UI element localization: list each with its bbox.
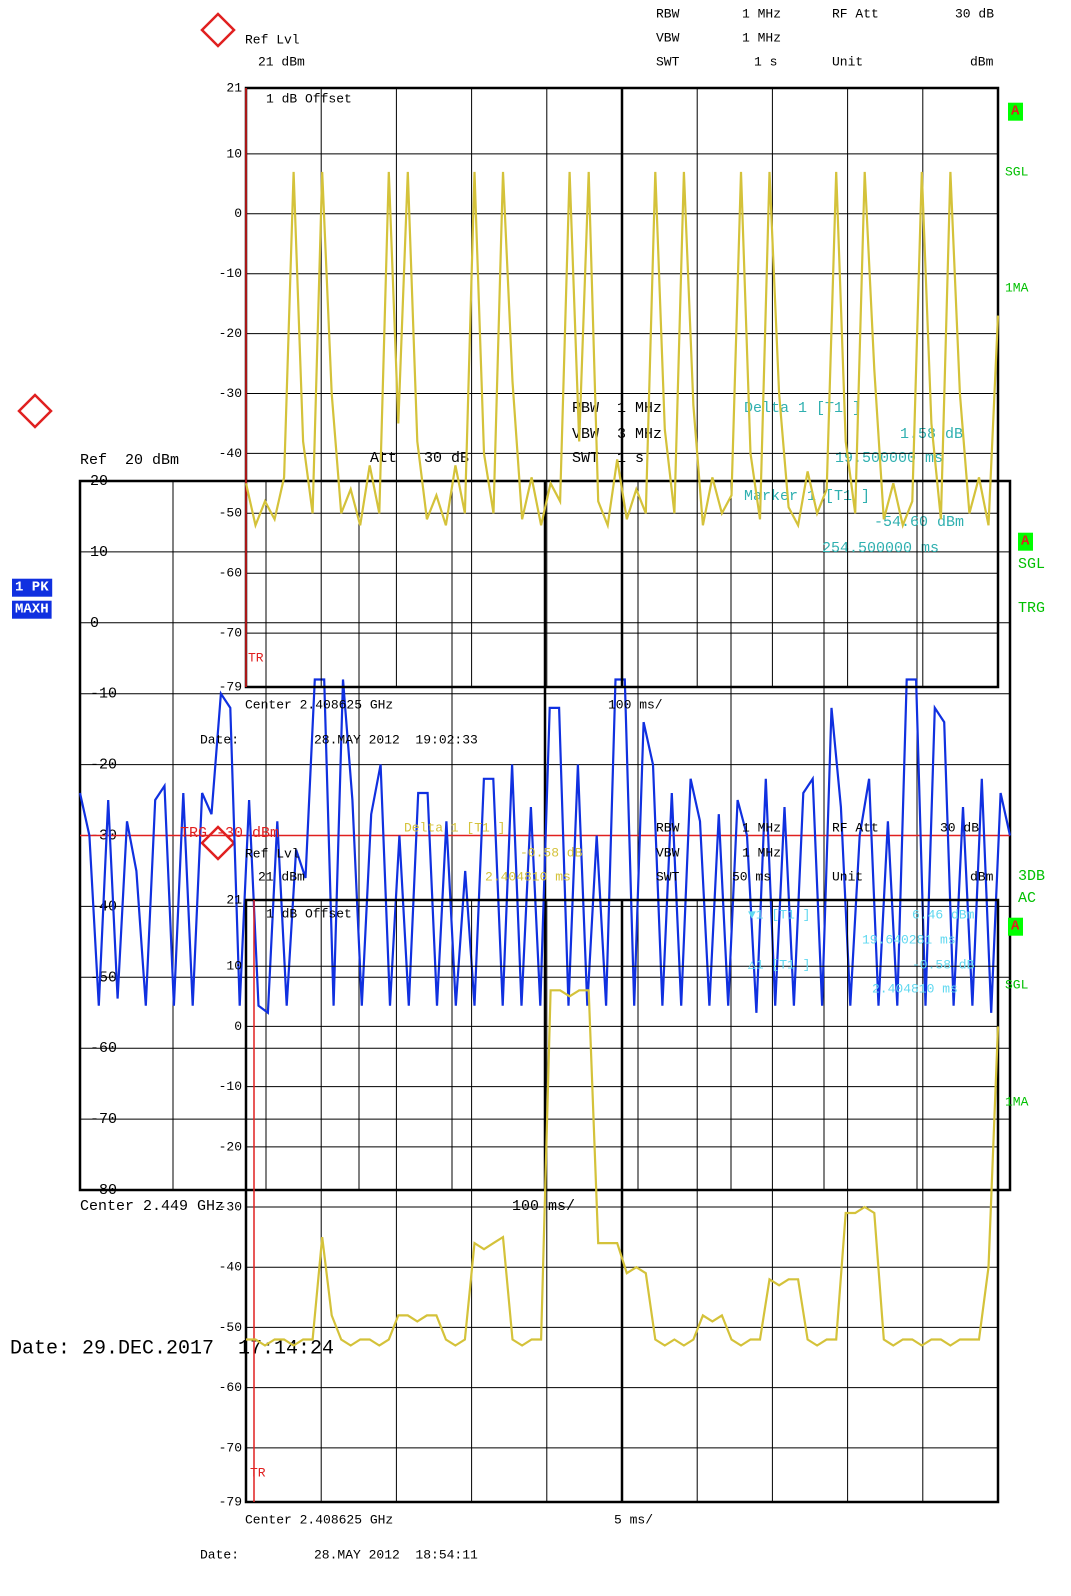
label: SGL [1005,164,1028,179]
status-badge: A [1021,534,1030,550]
label: 21 dBm [258,54,305,69]
label: SGL [1005,977,1028,992]
y-tick-label: -20 [219,326,242,341]
label: SGL [1018,556,1045,573]
y-tick-label: -60 [90,1040,117,1057]
label: △1 [T1 ] [748,957,810,972]
label: 1 MHz [742,820,781,835]
y-tick-label: -10 [90,686,117,703]
y-tick-label: 0 [234,206,242,221]
y-tick-label: 0 [90,615,99,632]
label: SWT 1 s [572,450,644,467]
y-tick-label: -10 [219,266,242,281]
status-badge: A [1011,104,1020,120]
label: 28.MAY 2012 18:54:11 [314,1547,478,1562]
label: Center 2.449 GHz [80,1198,224,1215]
label: Date: [200,1547,239,1562]
y-tick-label: -60 [219,566,242,581]
label: 1 dB Offset [266,91,352,106]
label: 5 ms/ [614,1512,653,1527]
label: RBW [656,820,680,835]
label: 30 dB [955,6,994,21]
label: VBW [656,30,680,45]
label: 19.500000 ms [835,450,943,467]
label: 50 ms [732,869,771,884]
y-tick-label: -40 [219,446,242,461]
label: 1 s [754,54,777,69]
y-tick-label: -79 [219,679,242,694]
label: Unit [832,54,863,69]
label: Ref Lvl [245,32,300,47]
label: Unit [832,869,863,884]
label: 6.46 dBm [912,907,975,922]
label: 21 dBm [258,869,305,884]
label: SWT [656,869,680,884]
label: 1 dB Offset [266,906,352,921]
label: ▼1 [T1 ] [748,907,810,922]
y-tick-label: -70 [219,1440,242,1455]
label: 254.500000 ms [822,540,939,557]
y-tick-label: -50 [219,1320,242,1335]
label: 3DB [1018,868,1045,885]
label: RF Att [832,6,879,21]
label: TRG -30 dBm [180,825,279,842]
label: TR [250,1465,266,1480]
label: 1MA [1005,1094,1029,1109]
label: 19.640281 ms [862,932,956,947]
y-tick-label: -70 [219,626,242,641]
label: Ref 20 dBm [80,452,179,469]
y-tick-label: -30 [219,1199,242,1214]
label: 2.404810 ms [872,981,958,996]
status-badge: 1 PK [15,580,49,596]
y-tick-label: 0 [234,1019,242,1034]
label: 2.404810 ms [485,869,571,884]
y-tick-label: 10 [90,544,108,561]
label: SWT [656,54,680,69]
status-badge: A [1011,919,1020,935]
label: dBm [970,869,994,884]
label: 28.MAY 2012 19:02:33 [314,732,478,747]
label: Ref Lvl [245,846,300,861]
y-tick-label: -79 [219,1494,242,1509]
y-tick-label: -10 [219,1079,242,1094]
label: 30 dB [940,820,979,835]
label: Center 2.408625 GHz [245,697,393,712]
label: 100 ms/ [608,697,663,712]
label: -54.60 dBm [874,514,964,531]
screenshot: 20100-10-20-30-40-50-60-70-80Ref 20 dBmR… [0,0,1071,1596]
label: 1MA [1005,280,1029,295]
label: Center 2.408625 GHz [245,1512,393,1527]
y-tick-label: -60 [219,1380,242,1395]
y-tick-label: 10 [226,146,242,161]
y-tick-label: 21 [226,892,242,907]
analyzer-screen: 21 10 0 -10 -20 -30 -40 -50 -60 -70 -79 Ref Lvl 21 d… [200,6,1029,747]
label: -0.58 dB [520,845,583,860]
y-tick-label: -40 [219,1260,242,1275]
y-tick-label: -20 [90,757,117,774]
y-tick-label: 21 [226,80,242,95]
y-tick-label: -30 [219,386,242,401]
label: RBW [656,6,680,21]
label: 1 MHz [742,845,781,860]
label: TRG [1018,600,1045,617]
label: VBW [656,845,680,860]
label: Delta 1 [T1 ] [404,820,505,835]
label: -0.58 dB [912,957,975,972]
label: Date: [200,732,239,747]
label: dBm [970,54,994,69]
y-tick-label: -70 [90,1111,117,1128]
y-tick-label: 10 [226,959,242,974]
analyzer-screen: 21 10 0 -10 -20 -30 -40 -50 -60 -70 -79 Ref Lvl 21 d… [200,820,1029,1562]
label: 1 MHz [742,30,781,45]
y-tick-label: -20 [219,1139,242,1154]
label: TR [248,650,264,665]
label: AC [1018,890,1036,907]
label: 1 MHz [742,6,781,21]
y-tick-label: -50 [90,969,117,986]
y-tick-label: -50 [219,506,242,521]
status-badge: MAXH [15,602,49,618]
label: RF Att [832,820,879,835]
